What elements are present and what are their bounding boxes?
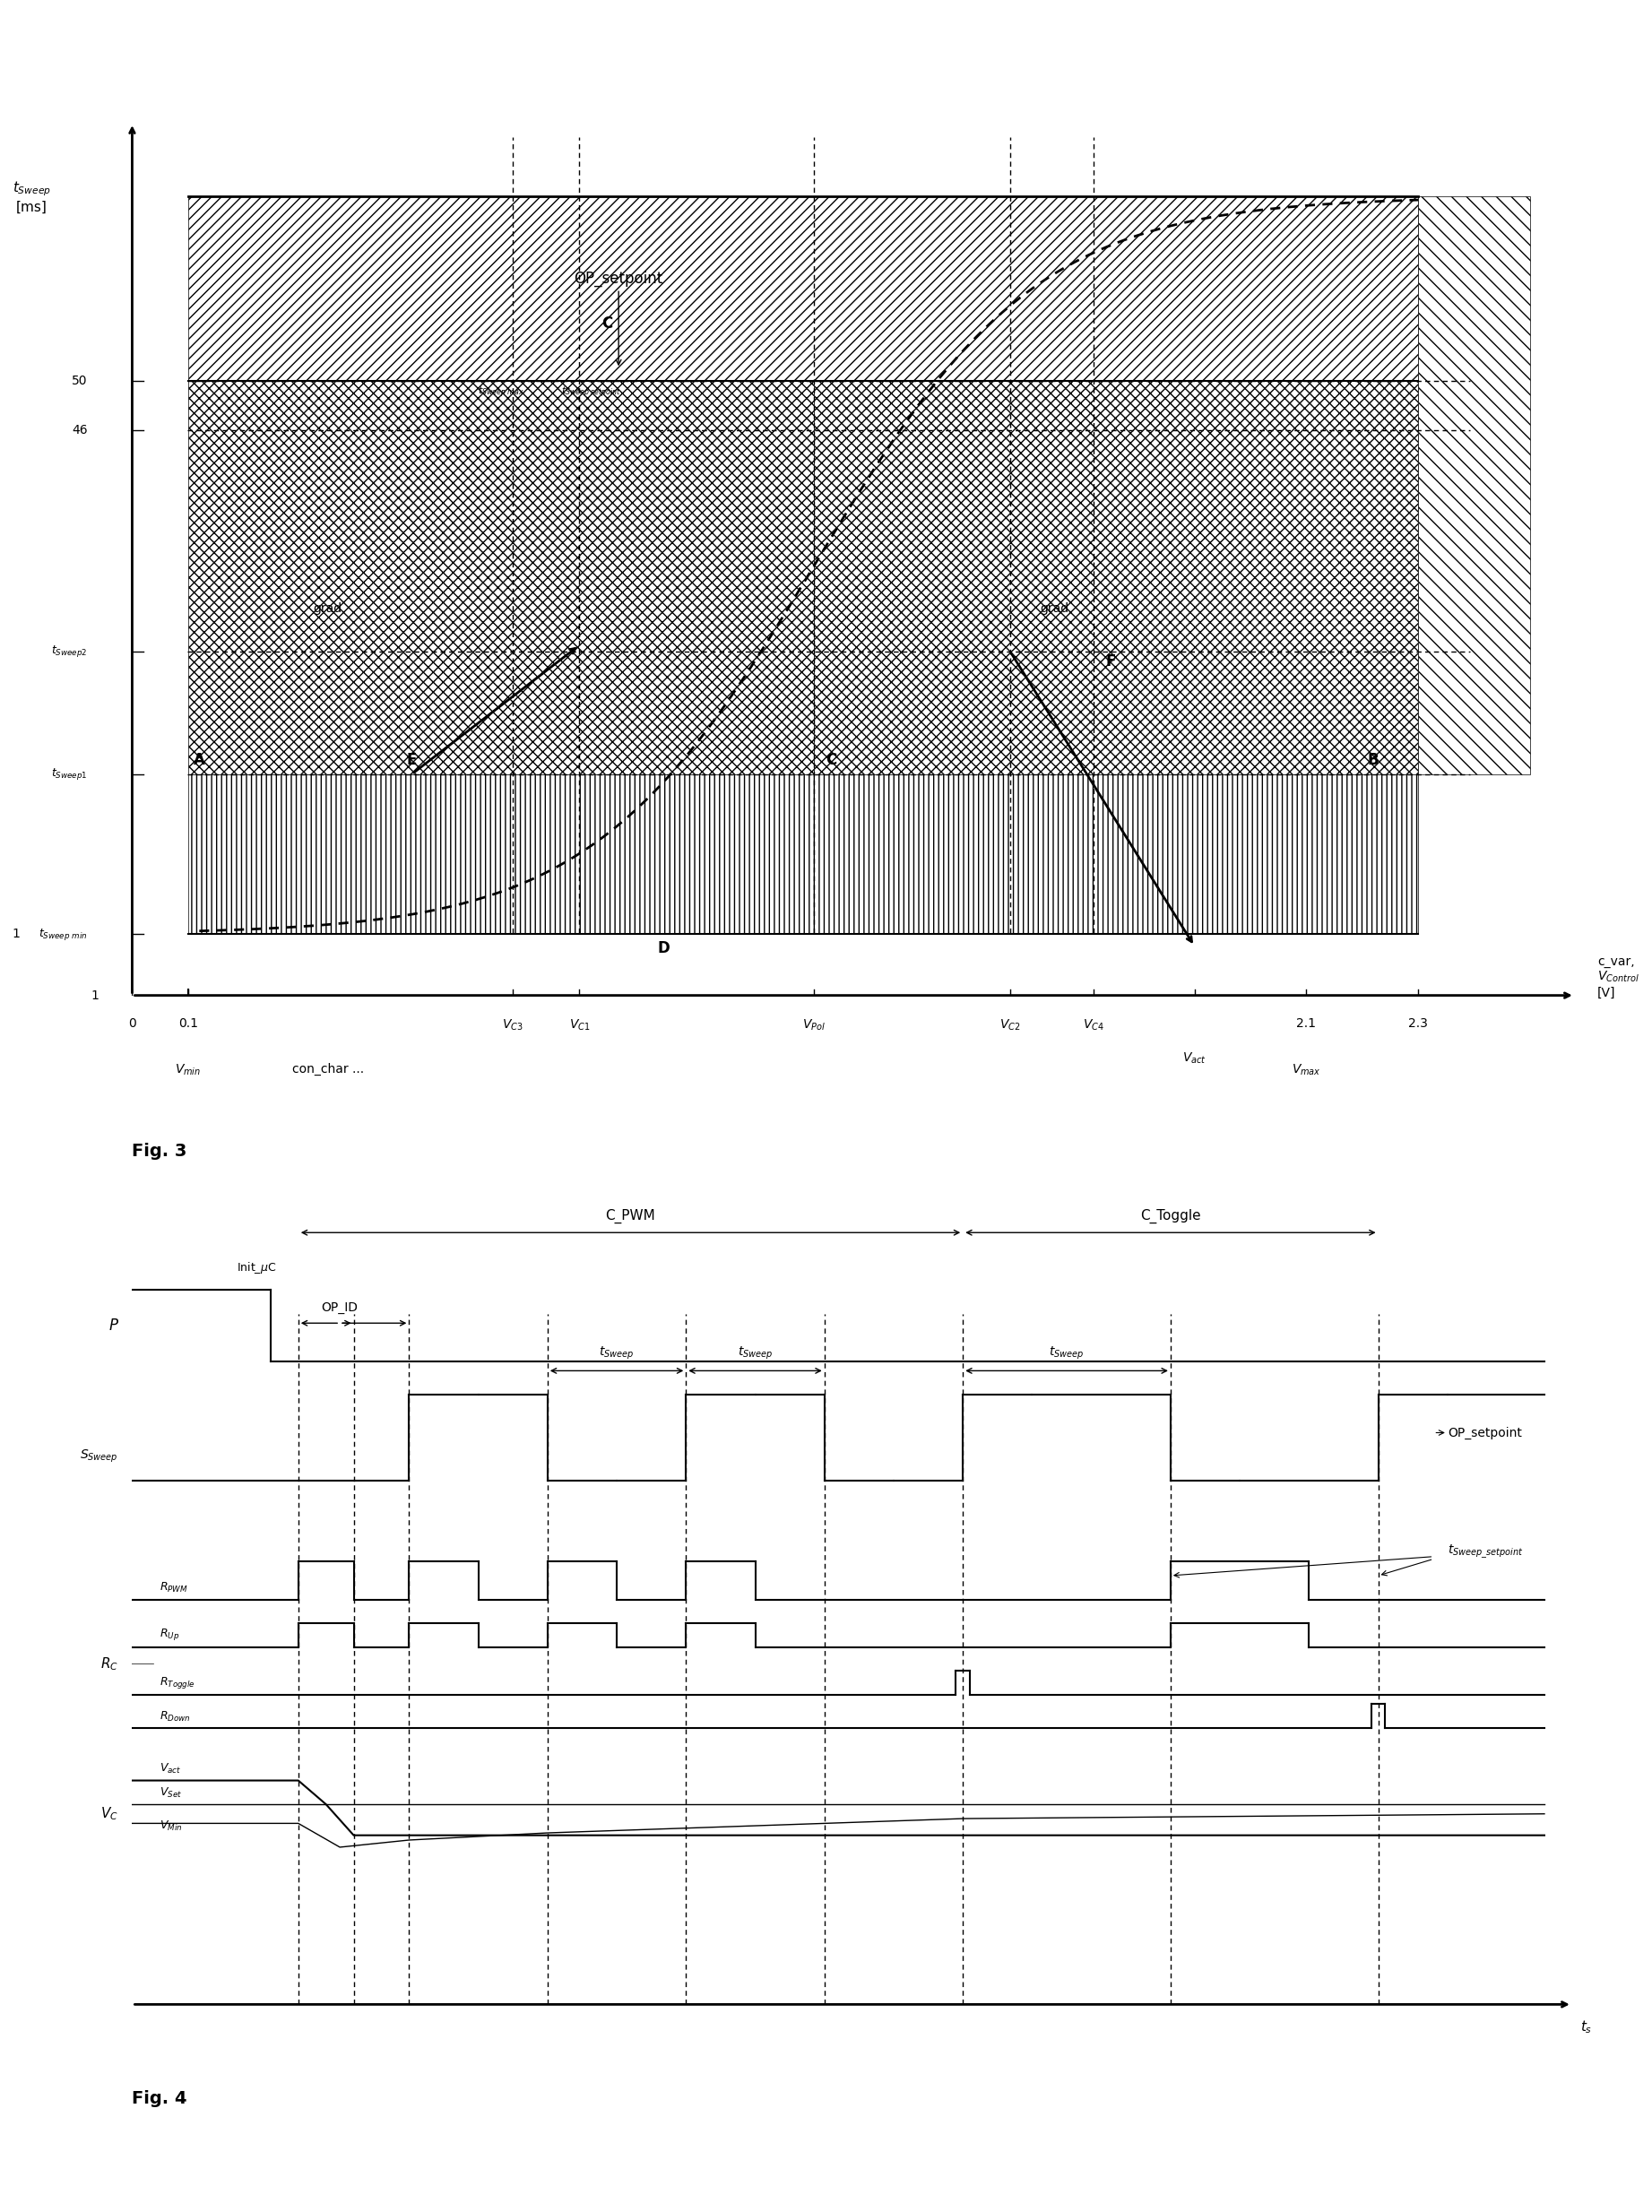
Text: 0.1: 0.1 (178, 1018, 198, 1031)
Text: OP_setpoint: OP_setpoint (575, 270, 662, 288)
Text: con_char ...: con_char ... (292, 1064, 363, 1075)
Text: P: P (109, 1318, 119, 1334)
Text: A: A (193, 752, 205, 768)
Text: $V_{act}$: $V_{act}$ (160, 1763, 182, 1776)
Text: F: F (1105, 653, 1115, 670)
Text: $t_{Sweep\_setpoint}$: $t_{Sweep\_setpoint}$ (1447, 1544, 1523, 1559)
Text: 2.1: 2.1 (1297, 1018, 1317, 1031)
Text: $V_{max}$: $V_{max}$ (1292, 1064, 1322, 1077)
Text: $t_{Sweep}$: $t_{Sweep}$ (1049, 1345, 1084, 1360)
Text: $V_{Set}$: $V_{Set}$ (160, 1785, 182, 1801)
Text: $V_{Pol}$: $V_{Pol}$ (803, 1018, 826, 1033)
Polygon shape (188, 774, 1417, 933)
Text: $t_{Sweep\ setpoint}$: $t_{Sweep\ setpoint}$ (560, 385, 621, 400)
Text: $t_{Sweep}$: $t_{Sweep}$ (737, 1345, 773, 1360)
Text: E: E (406, 752, 416, 768)
Text: $R_{PWM}$: $R_{PWM}$ (160, 1582, 188, 1595)
Text: C: C (826, 752, 836, 768)
Text: 46: 46 (71, 425, 88, 436)
Text: $t_{Sweep2}$: $t_{Sweep2}$ (51, 644, 88, 659)
Text: grad: grad (1041, 602, 1069, 615)
Text: $V_C$: $V_C$ (101, 1805, 119, 1823)
Text: Init_$\mu$C: Init_$\mu$C (236, 1261, 276, 1276)
Polygon shape (814, 380, 1417, 774)
Polygon shape (1417, 197, 1530, 774)
Text: grad: grad (314, 602, 342, 615)
Text: $t_{Sweep\ max}$: $t_{Sweep\ max}$ (477, 385, 524, 400)
Text: $V_{Min}$: $V_{Min}$ (160, 1818, 183, 1834)
Text: 2.3: 2.3 (1409, 1018, 1427, 1031)
Text: $R_{Down}$: $R_{Down}$ (160, 1710, 192, 1723)
Text: $t_{Sweep}$
[ms]: $t_{Sweep}$ [ms] (12, 179, 51, 215)
Text: $V_{act}$: $V_{act}$ (1183, 1051, 1206, 1066)
Text: 1: 1 (91, 989, 99, 1002)
Text: OP_ID: OP_ID (322, 1301, 358, 1314)
Text: $t_s$: $t_s$ (1579, 2020, 1593, 2035)
Text: D: D (657, 940, 669, 956)
Polygon shape (188, 380, 814, 774)
Text: 0: 0 (129, 1018, 135, 1031)
Text: C_Toggle: C_Toggle (1140, 1208, 1201, 1223)
Text: 1: 1 (12, 927, 20, 940)
Text: $R_{Up}$: $R_{Up}$ (160, 1628, 180, 1641)
Text: $t_{Sweep\ min}$: $t_{Sweep\ min}$ (38, 927, 88, 942)
Text: c_var,
$V_{Control}$
[V]: c_var, $V_{Control}$ [V] (1597, 956, 1639, 1000)
Text: $V_{C3}$: $V_{C3}$ (502, 1018, 524, 1033)
Text: $t_{Sweep1}$: $t_{Sweep1}$ (51, 768, 88, 781)
Text: C: C (601, 316, 613, 332)
Text: $S_{Sweep}$: $S_{Sweep}$ (79, 1449, 119, 1464)
Text: $V_{min}$: $V_{min}$ (175, 1064, 202, 1077)
Text: $R_C$: $R_C$ (101, 1655, 119, 1672)
Text: C_PWM: C_PWM (606, 1208, 656, 1223)
Text: B: B (1368, 752, 1379, 768)
Text: $V_{C2}$: $V_{C2}$ (999, 1018, 1021, 1033)
Text: $V_{C1}$: $V_{C1}$ (568, 1018, 590, 1033)
Text: 50: 50 (71, 374, 88, 387)
Text: $V_{C4}$: $V_{C4}$ (1084, 1018, 1105, 1033)
Text: OP_setpoint: OP_setpoint (1447, 1427, 1521, 1440)
Text: $t_{Sweep}$: $t_{Sweep}$ (600, 1345, 634, 1360)
Polygon shape (188, 197, 1417, 380)
Text: Fig. 3: Fig. 3 (132, 1144, 187, 1159)
Text: Fig. 4: Fig. 4 (132, 2090, 187, 2108)
Text: $R_{Toggle}$: $R_{Toggle}$ (160, 1674, 195, 1690)
